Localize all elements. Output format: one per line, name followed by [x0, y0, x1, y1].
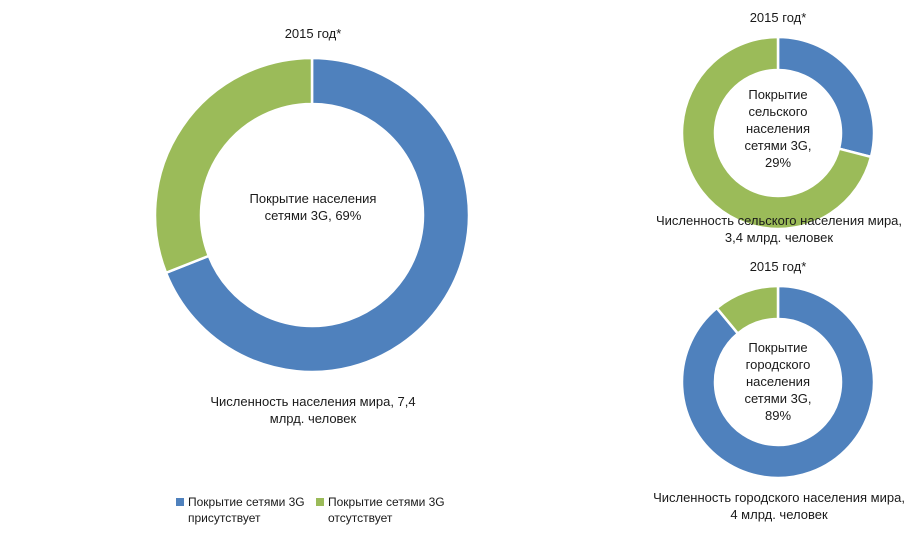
chart-title-world: 2015 год*	[284, 26, 342, 41]
center-label-world: Покрытие населения сетями 3G, 69%	[249, 191, 377, 223]
donut-slice-urban-covered	[680, 284, 876, 480]
legend-item-covered: Покрытие сетями 3G присутствует	[176, 494, 316, 526]
legend-label-covered: Покрытие сетями 3G присутствует	[188, 495, 305, 525]
donut-slice-urban-not-covered	[715, 284, 780, 336]
donut-slice-rural-not-covered	[680, 35, 873, 231]
legend-swatch-covered	[176, 498, 184, 506]
donut-slice-world-covered	[164, 56, 471, 374]
center-label-urban: Покрытие городского населения сетями 3G,…	[744, 340, 812, 423]
center-label-rural: Покрытие сельского населения сетями 3G, …	[744, 87, 812, 170]
donut-slice-world-not-covered	[153, 56, 314, 275]
legend-swatch-not-covered	[316, 498, 324, 506]
footnote-world: Численность населения мира, 7,4 млрд. че…	[210, 394, 416, 426]
legend-item-not-covered: Покрытие сетями 3G отсутствует	[316, 494, 456, 526]
chart-title-urban: 2015 год*	[749, 259, 807, 274]
legend-label-not-covered: Покрытие сетями 3G отсутствует	[328, 495, 445, 525]
chart-title-rural: 2015 год*	[749, 10, 807, 25]
footnote-rural: Численность сельского населения мира, 3,…	[655, 213, 903, 245]
footnote-urban: Численность городского населения мира, 4…	[653, 490, 905, 522]
